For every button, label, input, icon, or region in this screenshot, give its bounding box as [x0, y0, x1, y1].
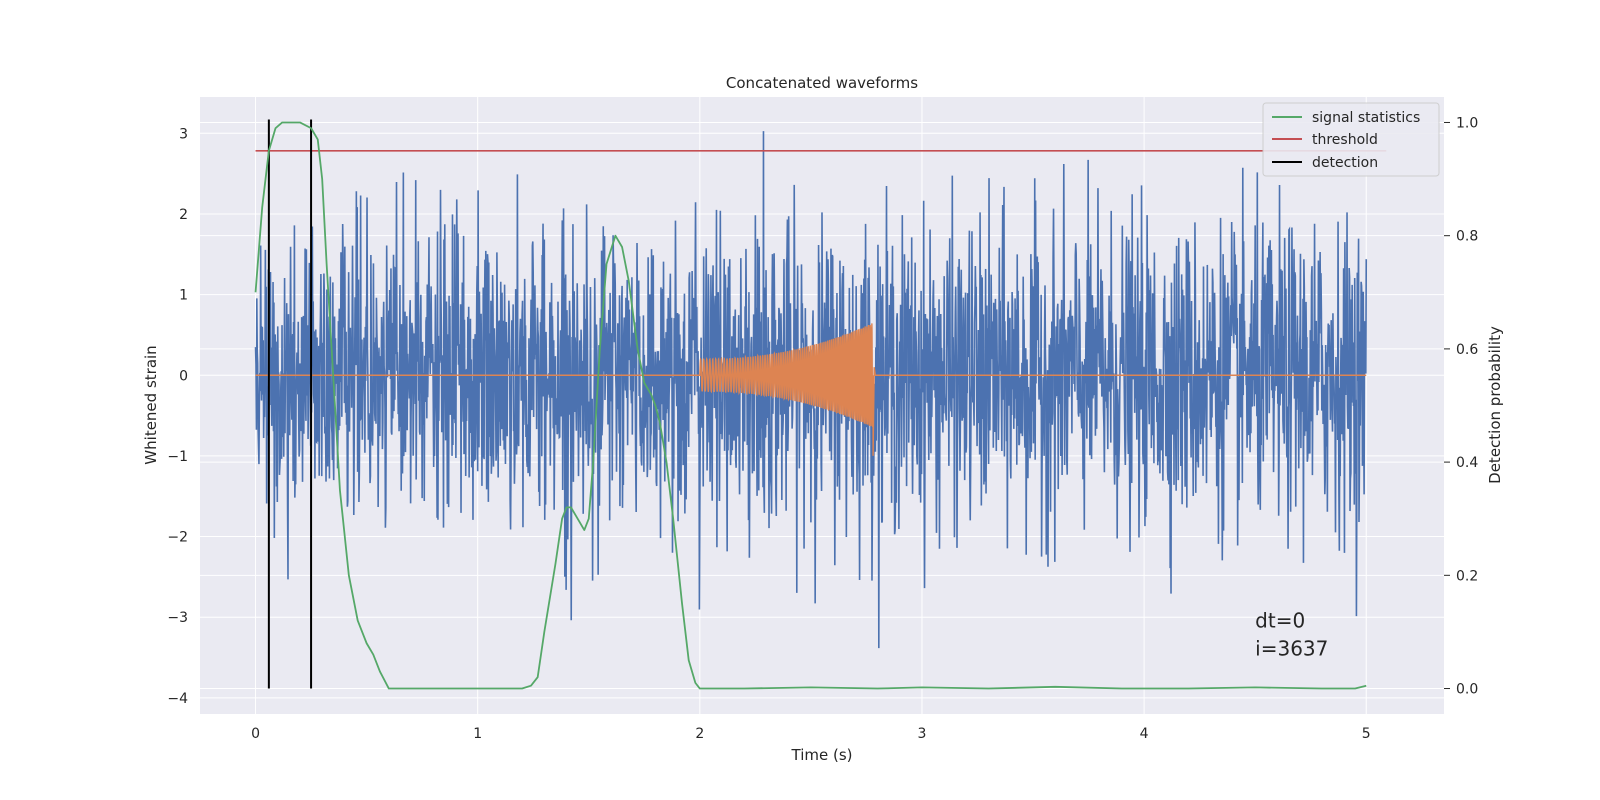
legend-box — [1262, 102, 1440, 177]
legend-label-detection: detection — [1312, 155, 1378, 171]
annotation-dt: dt=0 — [1255, 608, 1305, 632]
y2-axis-label: Detection probability — [1486, 326, 1504, 484]
y2-tick-label: 0.0 — [1456, 682, 1478, 698]
y-tick-label: 0 — [179, 368, 188, 384]
x-tick-label: 4 — [1140, 726, 1149, 742]
y2-tick-label: 1.0 — [1456, 115, 1478, 131]
y2-tick-label: 0.6 — [1456, 342, 1478, 358]
legend-label-statistics: signal statistics — [1312, 110, 1420, 126]
x-tick-label: 0 — [251, 726, 260, 742]
y-tick-label: 3 — [179, 126, 188, 142]
x-tick-label: 2 — [695, 726, 704, 742]
y-tick-label: 2 — [179, 207, 188, 223]
legend-label-threshold: threshold — [1312, 132, 1378, 148]
y2-tick-label: 0.2 — [1456, 568, 1478, 584]
y-tick-label: −3 — [167, 610, 188, 626]
x-tick-label: 3 — [918, 726, 927, 742]
legend: signal statistics threshold detection — [1262, 102, 1440, 177]
strain-series — [254, 131, 1368, 649]
x-axis-label: Time (s) — [791, 746, 853, 764]
y-tick-label: 1 — [179, 288, 188, 304]
x-axis: 0 1 2 3 4 5 — [251, 726, 1371, 742]
right-axis: 0.0 0.2 0.4 0.6 0.8 1.0 — [1444, 115, 1478, 698]
y2-tick-label: 0.4 — [1456, 455, 1478, 471]
y-tick-label: −4 — [167, 691, 188, 707]
chart-title: Concatenated waveforms — [726, 74, 918, 92]
y-axis-label: Whitened strain — [142, 345, 160, 464]
statistics-series — [254, 121, 1367, 690]
annotation-i: i=3637 — [1255, 636, 1328, 660]
y-tick-label: −1 — [167, 449, 188, 465]
x-tick-label: 5 — [1362, 726, 1371, 742]
plot-series — [254, 119, 1387, 690]
template-series — [255, 323, 1367, 456]
y2-tick-label: 0.8 — [1456, 229, 1478, 245]
x-tick-label: 1 — [473, 726, 482, 742]
y-tick-label: −2 — [167, 530, 188, 546]
left-axis: −4 −3 −2 −1 0 1 2 3 — [167, 126, 188, 707]
